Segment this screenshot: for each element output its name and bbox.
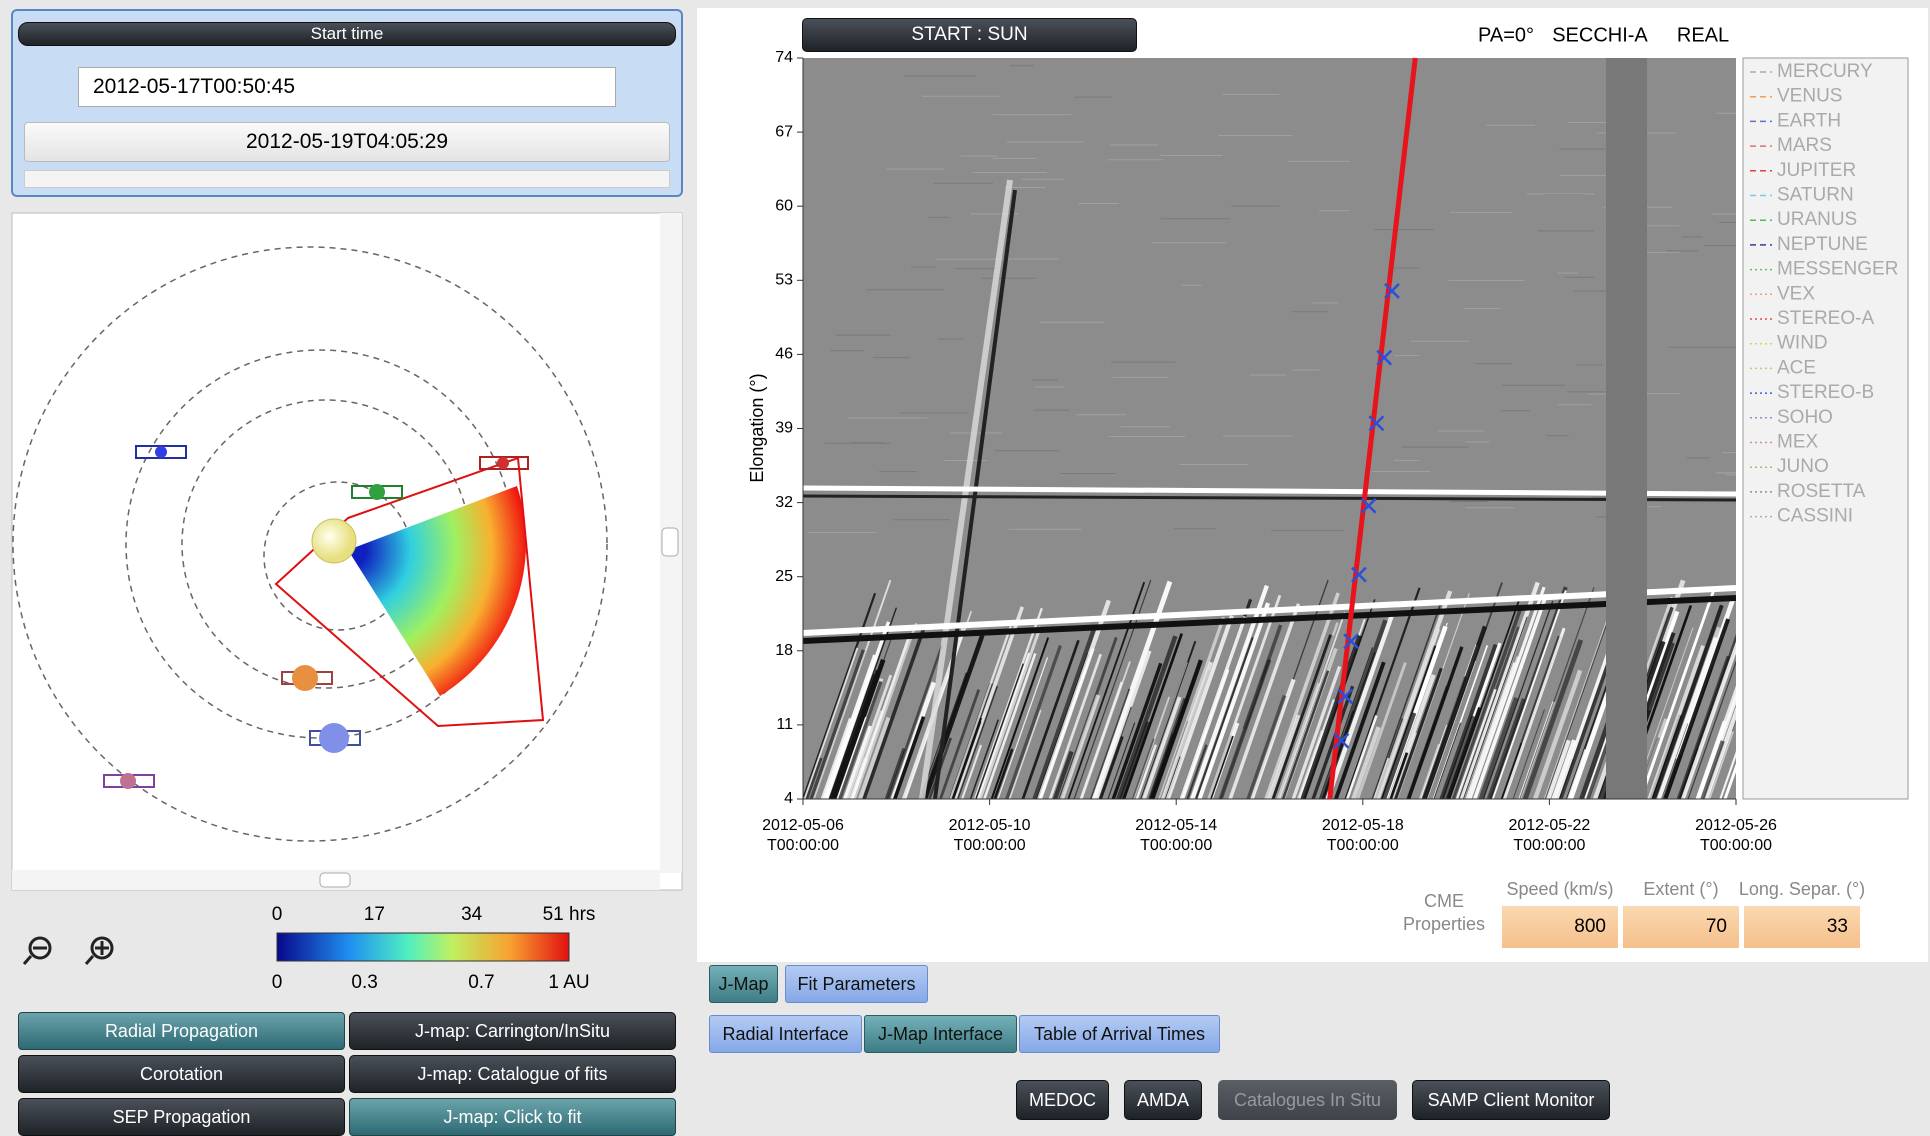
colorbar-tick-label: 51 hrs xyxy=(543,904,596,925)
colorbar xyxy=(277,933,569,961)
planet xyxy=(369,484,385,500)
start-button[interactable]: START : SUN xyxy=(802,18,1137,52)
legend-label: MERCURY xyxy=(1777,61,1873,82)
service-button[interactable]: MEDOC xyxy=(1016,1080,1109,1120)
y-tick-label: 46 xyxy=(775,346,793,363)
planet xyxy=(292,665,318,691)
y-tick-label: 67 xyxy=(775,123,793,140)
legend-label: NEPTUNE xyxy=(1777,234,1868,255)
x-tick-label: T00:00:00 xyxy=(767,837,839,854)
y-tick-label: 53 xyxy=(775,272,793,289)
mode-button[interactable]: Radial Propagation xyxy=(18,1012,345,1050)
legend-label: JUNO xyxy=(1777,456,1829,477)
mode-button[interactable]: SEP Propagation xyxy=(18,1098,345,1136)
colorbar-tick-label: 34 xyxy=(461,904,483,925)
legend-label: ACE xyxy=(1777,357,1816,378)
x-tick-label: T00:00:00 xyxy=(1327,837,1399,854)
legend-label: JUPITER xyxy=(1777,160,1856,181)
x-tick-label: 2012-05-14 xyxy=(1135,817,1217,834)
instrument: SECCHI-A xyxy=(1552,24,1648,46)
x-tick-label: 2012-05-22 xyxy=(1508,817,1590,834)
colorbar-tick-label: 1 AU xyxy=(548,972,589,993)
cme-header: Speed (km/s) xyxy=(1506,879,1613,899)
cme-header: Extent (°) xyxy=(1643,879,1718,899)
cme-label: CME xyxy=(1424,891,1464,911)
service-button[interactable]: SAMP Client Monitor xyxy=(1412,1080,1610,1120)
mode-button[interactable]: J-map: Click to fit xyxy=(349,1098,676,1136)
start-time-header: Start time xyxy=(18,22,676,46)
page: 4 11 18 25 32 39 46 53 60 67 74 2012-05-06 T00:00:00… xyxy=(0,0,1930,1131)
scroll-thumb[interactable] xyxy=(320,873,350,887)
legend-label: MEX xyxy=(1777,432,1819,453)
cme-value: 70 xyxy=(1623,906,1739,948)
jmap-plot: 4 11 18 25 32 39 46 53 60 67 74 2012-05-06 T00:00:00… xyxy=(762,49,1790,854)
x-tick-label: 2012-05-26 xyxy=(1695,817,1777,834)
y-tick-label: 39 xyxy=(775,420,793,437)
legend-label: CASSINI xyxy=(1777,506,1853,527)
y-tick-label: 25 xyxy=(775,568,793,585)
colorbar-tick-label: 17 xyxy=(364,904,385,925)
cme-value: 800 xyxy=(1502,906,1618,948)
start-time-input[interactable]: 2012-05-17T00:50:45 xyxy=(78,67,616,107)
y-tick-label: 11 xyxy=(776,716,793,733)
service-button: Catalogues In Situ xyxy=(1218,1080,1397,1120)
y-tick-label: 60 xyxy=(775,197,793,214)
cme-value: 33 xyxy=(1744,906,1860,948)
position-angle: PA=0° xyxy=(1478,24,1534,46)
x-tick-label: T00:00:00 xyxy=(1513,837,1585,854)
legend-label: URANUS xyxy=(1777,209,1857,230)
tab[interactable]: J-Map xyxy=(709,965,778,1003)
cme-label: Properties xyxy=(1403,914,1485,934)
colorbar-tick-label: 0 xyxy=(272,972,283,993)
y-axis-label: Elongation (°) xyxy=(747,373,767,482)
legend-label: VEX xyxy=(1777,283,1815,304)
data-gap xyxy=(1606,58,1647,799)
sun xyxy=(312,519,356,563)
legend-label: WIND xyxy=(1777,333,1828,354)
service-button[interactable]: AMDA xyxy=(1124,1080,1202,1120)
planet xyxy=(319,723,349,753)
legend-label: ROSETTA xyxy=(1777,481,1866,502)
mode: REAL xyxy=(1677,24,1729,46)
y-tick-label: 74 xyxy=(775,49,793,66)
zoom-icons[interactable] xyxy=(24,938,112,964)
tab[interactable]: Fit Parameters xyxy=(785,965,928,1003)
colorbar-tick-label: 0.7 xyxy=(468,972,494,993)
x-tick-label: T00:00:00 xyxy=(1140,837,1212,854)
tab[interactable]: J-Map Interface xyxy=(864,1015,1017,1053)
cme-header: Long. Separ. (°) xyxy=(1739,879,1865,899)
y-tick-label: 4 xyxy=(784,790,793,807)
x-tick-label: T00:00:00 xyxy=(954,837,1026,854)
tab[interactable]: Table of Arrival Times xyxy=(1019,1015,1220,1053)
x-tick-label: 2012-05-18 xyxy=(1322,817,1404,834)
mode-button[interactable]: J-map: Carrington/InSitu xyxy=(349,1012,676,1050)
legend-label: SOHO xyxy=(1777,407,1833,428)
sat xyxy=(155,446,167,458)
legend-label: VENUS xyxy=(1777,86,1842,107)
mode-button[interactable]: J-map: Catalogue of fits xyxy=(349,1055,676,1093)
legend-label: SATURN xyxy=(1777,185,1854,206)
zoom-out[interactable] xyxy=(24,956,31,964)
planet xyxy=(120,773,136,789)
sat xyxy=(497,457,509,469)
y-tick-label: 18 xyxy=(775,642,793,659)
end-time-field[interactable]: 2012-05-19T04:05:29 xyxy=(24,122,670,162)
legend-label: STEREO-B xyxy=(1777,382,1874,403)
scroll-thumb[interactable] xyxy=(662,528,678,556)
tab[interactable]: Radial Interface xyxy=(709,1015,862,1053)
legend-label: STEREO-A xyxy=(1777,308,1874,329)
legend-label: MARS xyxy=(1777,135,1832,156)
colorbar-tick-label: 0.3 xyxy=(351,972,377,993)
x-tick-label: T00:00:00 xyxy=(1700,837,1772,854)
time-scrollbar[interactable] xyxy=(24,170,670,188)
legend-label: EARTH xyxy=(1777,110,1841,131)
x-tick-label: 2012-05-06 xyxy=(762,817,844,834)
x-tick-label: 2012-05-10 xyxy=(949,817,1031,834)
mode-button[interactable]: Corotation xyxy=(18,1055,345,1093)
legend-label: MESSENGER xyxy=(1777,259,1898,280)
zoom-in[interactable] xyxy=(86,956,93,964)
colorbar-tick-label: 0 xyxy=(272,904,283,925)
y-tick-label: 32 xyxy=(775,494,793,511)
